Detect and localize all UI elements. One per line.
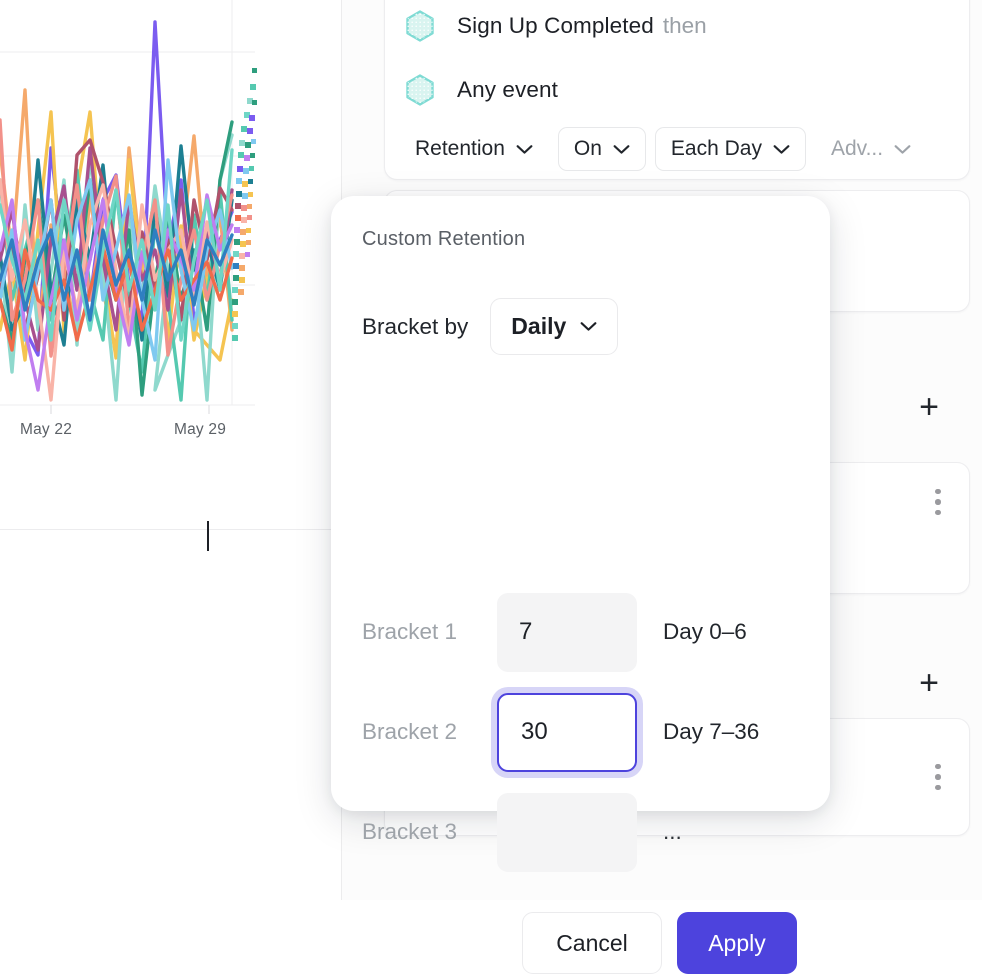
measure-interval-label: Each Day	[670, 137, 762, 160]
custom-retention-dialog: Custom Retention Bracket by Daily Bracke…	[331, 196, 830, 974]
hexagon-icon	[406, 74, 434, 106]
add-step-button[interactable]: +	[912, 666, 946, 700]
plus-icon: +	[919, 664, 939, 702]
event-name: Any event	[457, 77, 558, 102]
measure-on-dropdown[interactable]: On	[557, 127, 646, 171]
chart-pagination: 1	[0, 455, 341, 510]
left-column: May 22 May 29 1 6 Mar 7 % 16.67% % 8.33%	[0, 0, 341, 900]
bracket-row-2: Bracket 2 Day 7–36	[362, 692, 759, 772]
retention-line-chart[interactable]: May 22 May 29	[0, 0, 341, 452]
kebab-dot	[935, 509, 941, 516]
event-definition-card: Sign Up Completed then Any event	[384, 0, 970, 180]
bracket-by-row: Bracket by Daily	[362, 298, 619, 355]
kebab-dot	[935, 774, 941, 780]
kebab-dot	[935, 784, 941, 791]
event-row[interactable]: Sign Up Completed then	[403, 9, 707, 43]
chart-canvas	[0, 0, 257, 414]
bracket-2-label: Bracket 2	[362, 719, 458, 744]
card-options-menu[interactable]	[925, 760, 951, 794]
hexagon-icon	[406, 10, 434, 42]
event-name: Sign Up Completed	[457, 13, 654, 38]
bracket-row-1: Bracket 1 Day 0–6	[362, 592, 747, 672]
chart-scatter-markers	[232, 68, 257, 341]
event-connector: then	[662, 13, 707, 38]
chart-series-lines	[0, 20, 234, 402]
bracket-1-label: Bracket 1	[362, 619, 458, 644]
kebab-dot	[935, 499, 941, 505]
bracket-by-dropdown[interactable]: Daily	[490, 298, 619, 355]
bracket-3-label: Bracket 3	[362, 819, 458, 844]
kebab-dot	[935, 763, 941, 770]
measure-on-label: On	[573, 137, 602, 160]
bracket-row-3: Bracket 3 ...	[362, 792, 682, 872]
text-caret	[207, 521, 209, 551]
advanced-dropdown[interactable]: Adv...	[815, 127, 927, 171]
bracket-3-range: ...	[663, 819, 682, 844]
apply-button[interactable]: Apply	[677, 912, 797, 974]
card-options-menu[interactable]	[925, 485, 951, 519]
advanced-label: Adv...	[830, 137, 884, 160]
plus-icon: +	[919, 388, 939, 426]
chevron-down-icon	[516, 144, 533, 154]
bracket-2-range: Day 7–36	[663, 719, 760, 744]
chevron-down-icon	[894, 144, 911, 154]
chevron-down-icon	[580, 322, 597, 331]
dialog-actions: Cancel Apply	[331, 912, 830, 974]
dialog-title: Custom Retention	[362, 228, 526, 250]
chevron-down-icon	[613, 144, 630, 154]
bracket-by-label: Bracket by	[362, 313, 469, 339]
event-row[interactable]: Any event	[403, 73, 558, 107]
chart-x-tick-0: May 22	[20, 421, 73, 438]
bracket-1-range: Day 0–6	[663, 619, 747, 644]
measure-interval-dropdown[interactable]: Each Day	[654, 127, 806, 171]
kebab-dot	[935, 488, 941, 495]
chart-x-tick-1: May 29	[174, 421, 227, 438]
measure-type-dropdown[interactable]: Retention	[399, 127, 549, 171]
add-step-button[interactable]: +	[912, 390, 946, 424]
cancel-button[interactable]: Cancel	[522, 912, 662, 974]
chevron-down-icon	[773, 144, 790, 154]
measure-controls: Retention On Each Day	[399, 127, 927, 171]
bracket-1-input[interactable]	[497, 592, 637, 672]
retention-table: 6 Mar 7 % 16.67% % 8.33%	[0, 531, 341, 900]
bracket-2-input[interactable]	[497, 692, 637, 772]
bracket-3-input[interactable]	[497, 792, 637, 872]
measure-type-label: Retention	[415, 137, 505, 160]
bracket-by-value: Daily	[511, 313, 567, 339]
section-divider	[0, 529, 341, 530]
